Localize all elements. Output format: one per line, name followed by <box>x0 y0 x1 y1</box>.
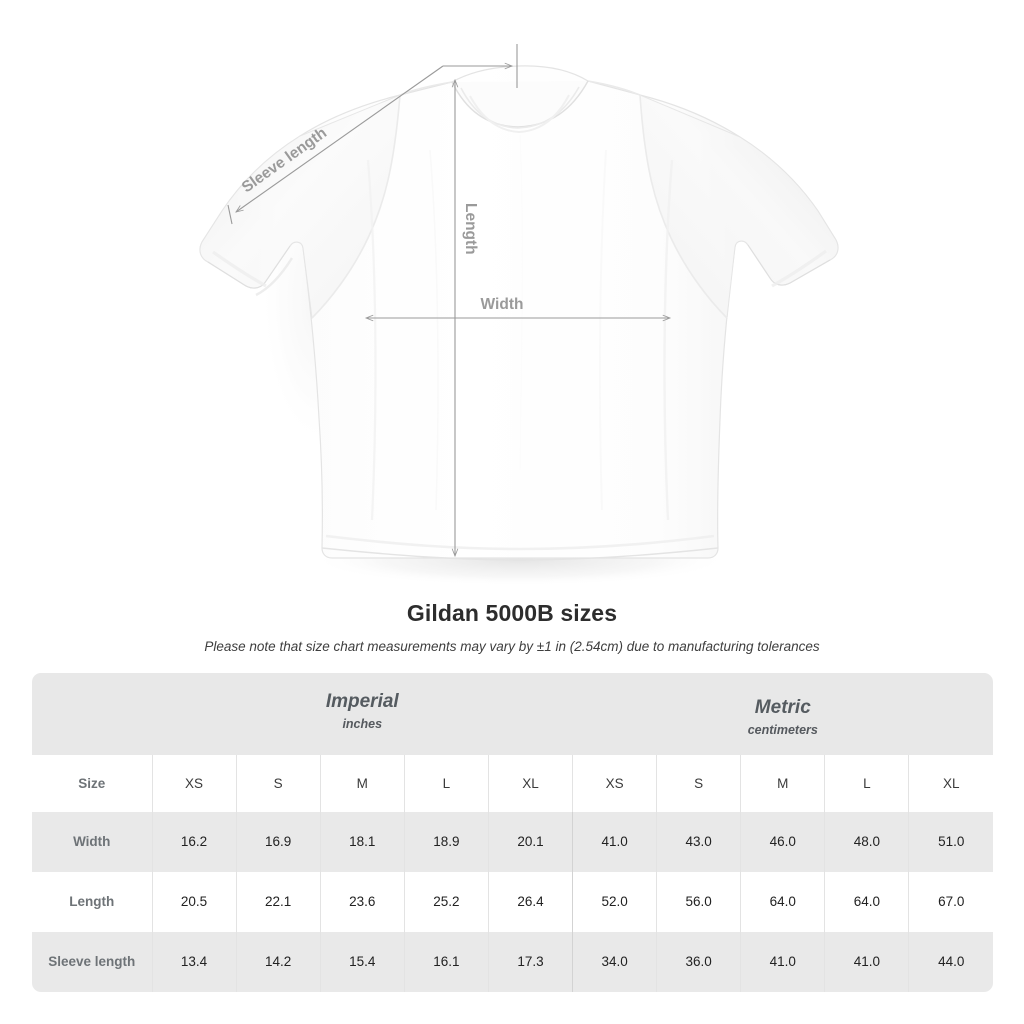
table-row: Sleeve length 13.4 14.2 15.4 16.1 17.3 3… <box>32 932 993 992</box>
cell-length-imperial-s: 22.1 <box>235 872 321 932</box>
size-header-imperial-l: L <box>403 755 489 812</box>
size-chart-table-wrapper: Imperial inches Metric centimeters Size <box>32 673 993 992</box>
system-header-imperial: Imperial inches <box>152 673 573 755</box>
title-block: Gildan 5000B sizes Please note that size… <box>0 598 1024 657</box>
size-header-metric-l: L <box>824 755 909 812</box>
cell-length-imperial-xs: 20.5 <box>151 872 237 932</box>
cell-length-imperial-m: 23.6 <box>319 872 405 932</box>
cell-sleeve-metric-xs: 34.0 <box>572 932 657 992</box>
cell-length-metric-s: 56.0 <box>656 872 741 932</box>
size-header-metric-xl: XL <box>908 755 993 812</box>
cell-length-metric-m: 64.0 <box>740 872 825 932</box>
tshirt-garment <box>199 65 839 561</box>
cell-width-imperial-xs: 16.2 <box>151 812 237 872</box>
cell-sleeve-metric-s: 36.0 <box>656 932 741 992</box>
size-header-imperial-xl: XL <box>487 755 573 812</box>
width-measurement: Width <box>364 296 672 322</box>
size-header-imperial-xs: XS <box>151 755 237 812</box>
cell-width-metric-s: 43.0 <box>656 812 741 872</box>
tolerance-note: Please note that size chart measurements… <box>204 639 820 654</box>
width-label: Width <box>481 296 524 313</box>
system-header-spacer <box>32 673 152 755</box>
measurement-system-header-row: Imperial inches Metric centimeters <box>32 673 993 755</box>
system-unit-imperial: inches <box>342 716 383 731</box>
length-label: Length <box>462 203 479 255</box>
cell-sleeve-imperial-xs: 13.4 <box>151 932 237 992</box>
cell-sleeve-imperial-l: 16.1 <box>403 932 489 992</box>
size-header-imperial-m: M <box>319 755 405 812</box>
table-row: Length 20.5 22.1 23.6 25.2 26.4 52.0 56.… <box>32 872 993 932</box>
size-header-metric-s: S <box>656 755 741 812</box>
cell-width-metric-xl: 51.0 <box>908 812 993 872</box>
cell-length-imperial-xl: 26.4 <box>487 872 573 932</box>
size-header-label: Size <box>32 755 152 812</box>
cell-width-imperial-xl: 20.1 <box>487 812 573 872</box>
cell-sleeve-imperial-s: 14.2 <box>235 932 321 992</box>
system-name-imperial: Imperial <box>325 690 399 712</box>
cell-sleeve-metric-m: 41.0 <box>740 932 825 992</box>
cell-width-metric-xs: 41.0 <box>572 812 657 872</box>
cell-width-imperial-s: 16.9 <box>235 812 321 872</box>
cell-width-imperial-l: 18.9 <box>403 812 489 872</box>
size-chart-table: Imperial inches Metric centimeters Size <box>32 673 993 992</box>
size-header-metric-xs: XS <box>572 755 657 812</box>
size-header-imperial-s: S <box>235 755 321 812</box>
system-header-metric: Metric centimeters <box>572 673 993 755</box>
cell-length-imperial-l: 25.2 <box>403 872 489 932</box>
cell-sleeve-imperial-xl: 17.3 <box>487 932 573 992</box>
size-header-metric-m: M <box>740 755 825 812</box>
cell-length-metric-xs: 52.0 <box>572 872 657 932</box>
page-title: Gildan 5000B sizes <box>406 600 618 626</box>
system-unit-metric: centimeters <box>747 722 818 737</box>
cell-length-metric-xl: 67.0 <box>908 872 993 932</box>
row-label-sleeve-length: Sleeve length <box>32 932 152 992</box>
tshirt-measurement-diagram: Sleeve length Length Width <box>199 44 839 586</box>
cell-length-metric-l: 64.0 <box>824 872 909 932</box>
size-header-row: Size XS S M L XL XS S M <box>32 755 993 812</box>
cell-width-metric-m: 46.0 <box>740 812 825 872</box>
cell-sleeve-metric-l: 41.0 <box>824 932 909 992</box>
cell-sleeve-imperial-m: 15.4 <box>319 932 405 992</box>
cell-width-imperial-m: 18.1 <box>319 812 405 872</box>
tshirt-diagram-area: Sleeve length Length Width <box>199 44 839 586</box>
system-name-metric: Metric <box>754 696 811 718</box>
cell-width-metric-l: 48.0 <box>824 812 909 872</box>
row-label-length: Length <box>32 872 152 932</box>
row-label-width: Width <box>32 812 152 872</box>
cell-sleeve-metric-xl: 44.0 <box>908 932 993 992</box>
table-row: Width 16.2 16.9 18.1 18.9 20.1 41.0 43.0… <box>32 812 993 872</box>
